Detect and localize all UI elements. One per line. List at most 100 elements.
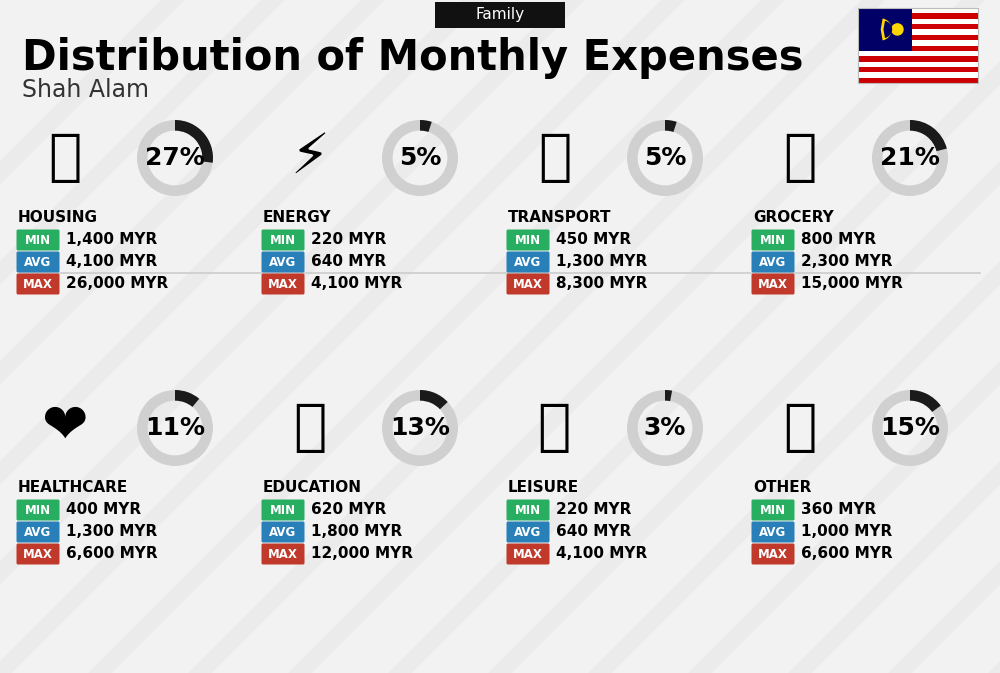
- Text: 4,100 MYR: 4,100 MYR: [66, 254, 157, 269]
- Text: 5%: 5%: [399, 146, 441, 170]
- Wedge shape: [627, 120, 703, 196]
- Text: ENERGY: ENERGY: [263, 211, 332, 225]
- Text: 🎓: 🎓: [293, 401, 327, 455]
- Text: 1,400 MYR: 1,400 MYR: [66, 232, 157, 248]
- FancyBboxPatch shape: [507, 229, 550, 250]
- FancyBboxPatch shape: [262, 522, 304, 542]
- Text: 🏢: 🏢: [48, 131, 82, 185]
- FancyBboxPatch shape: [858, 19, 978, 24]
- Text: 1,300 MYR: 1,300 MYR: [66, 524, 157, 540]
- Wedge shape: [175, 120, 213, 163]
- Wedge shape: [420, 390, 448, 409]
- Text: GROCERY: GROCERY: [753, 211, 834, 225]
- Text: AVG: AVG: [269, 256, 297, 269]
- Text: MIN: MIN: [760, 234, 786, 246]
- Text: Family: Family: [475, 7, 525, 22]
- Text: HEALTHCARE: HEALTHCARE: [18, 481, 128, 495]
- Wedge shape: [420, 120, 432, 132]
- FancyBboxPatch shape: [858, 24, 978, 30]
- Text: TRANSPORT: TRANSPORT: [508, 211, 612, 225]
- FancyBboxPatch shape: [16, 544, 60, 565]
- Text: 6,600 MYR: 6,600 MYR: [801, 546, 893, 561]
- FancyBboxPatch shape: [507, 544, 550, 565]
- FancyBboxPatch shape: [752, 273, 794, 295]
- Text: 620 MYR: 620 MYR: [311, 503, 386, 518]
- Text: AVG: AVG: [269, 526, 297, 538]
- Text: MIN: MIN: [25, 234, 51, 246]
- Text: 220 MYR: 220 MYR: [311, 232, 386, 248]
- Text: MIN: MIN: [270, 234, 296, 246]
- Text: HOUSING: HOUSING: [18, 211, 98, 225]
- Text: MAX: MAX: [23, 277, 53, 291]
- FancyBboxPatch shape: [858, 8, 978, 13]
- Text: 1,000 MYR: 1,000 MYR: [801, 524, 892, 540]
- Wedge shape: [872, 390, 948, 466]
- FancyBboxPatch shape: [752, 252, 794, 273]
- FancyBboxPatch shape: [262, 499, 304, 520]
- Wedge shape: [382, 390, 458, 466]
- Text: 8,300 MYR: 8,300 MYR: [556, 277, 647, 291]
- Text: AVG: AVG: [24, 526, 52, 538]
- Text: AVG: AVG: [514, 526, 542, 538]
- FancyBboxPatch shape: [435, 2, 565, 28]
- Text: MAX: MAX: [268, 548, 298, 561]
- FancyBboxPatch shape: [858, 40, 978, 46]
- Text: 5%: 5%: [644, 146, 686, 170]
- Text: LEISURE: LEISURE: [508, 481, 579, 495]
- Text: 12,000 MYR: 12,000 MYR: [311, 546, 413, 561]
- Text: 11%: 11%: [145, 416, 205, 440]
- Text: AVG: AVG: [24, 256, 52, 269]
- Wedge shape: [910, 390, 941, 412]
- Text: MIN: MIN: [515, 503, 541, 516]
- Text: 1,300 MYR: 1,300 MYR: [556, 254, 647, 269]
- Text: MAX: MAX: [513, 548, 543, 561]
- Text: 21%: 21%: [880, 146, 940, 170]
- Wedge shape: [627, 390, 703, 466]
- Text: 4,100 MYR: 4,100 MYR: [311, 277, 402, 291]
- FancyBboxPatch shape: [16, 252, 60, 273]
- Text: 🛒: 🛒: [783, 131, 817, 185]
- FancyBboxPatch shape: [507, 522, 550, 542]
- Wedge shape: [910, 120, 947, 151]
- Text: MAX: MAX: [23, 548, 53, 561]
- FancyBboxPatch shape: [858, 51, 978, 57]
- FancyBboxPatch shape: [507, 252, 550, 273]
- Text: 800 MYR: 800 MYR: [801, 232, 876, 248]
- Text: MIN: MIN: [760, 503, 786, 516]
- FancyBboxPatch shape: [262, 252, 304, 273]
- Text: 2,300 MYR: 2,300 MYR: [801, 254, 893, 269]
- Text: 27%: 27%: [145, 146, 205, 170]
- Wedge shape: [665, 390, 672, 401]
- FancyBboxPatch shape: [752, 229, 794, 250]
- FancyBboxPatch shape: [752, 522, 794, 542]
- Text: 13%: 13%: [390, 416, 450, 440]
- FancyBboxPatch shape: [858, 13, 978, 19]
- Text: MIN: MIN: [25, 503, 51, 516]
- FancyBboxPatch shape: [752, 499, 794, 520]
- FancyBboxPatch shape: [507, 499, 550, 520]
- FancyBboxPatch shape: [262, 273, 304, 295]
- Text: ❤️: ❤️: [42, 401, 88, 455]
- Wedge shape: [665, 120, 677, 132]
- FancyBboxPatch shape: [858, 77, 978, 83]
- Circle shape: [892, 24, 903, 35]
- Wedge shape: [137, 390, 213, 466]
- Text: Distribution of Monthly Expenses: Distribution of Monthly Expenses: [22, 37, 804, 79]
- FancyBboxPatch shape: [858, 30, 978, 35]
- Text: 4,100 MYR: 4,100 MYR: [556, 546, 647, 561]
- Text: 🛍️: 🛍️: [538, 401, 572, 455]
- FancyBboxPatch shape: [262, 544, 304, 565]
- Text: 15%: 15%: [880, 416, 940, 440]
- FancyBboxPatch shape: [16, 229, 60, 250]
- Text: Shah Alam: Shah Alam: [22, 78, 149, 102]
- Text: MAX: MAX: [513, 277, 543, 291]
- FancyBboxPatch shape: [507, 273, 550, 295]
- Text: MAX: MAX: [758, 548, 788, 561]
- Text: 👛: 👛: [783, 401, 817, 455]
- Text: 1,800 MYR: 1,800 MYR: [311, 524, 402, 540]
- Text: MIN: MIN: [270, 503, 296, 516]
- Text: 360 MYR: 360 MYR: [801, 503, 876, 518]
- Text: 6,600 MYR: 6,600 MYR: [66, 546, 158, 561]
- Text: 15,000 MYR: 15,000 MYR: [801, 277, 903, 291]
- Wedge shape: [872, 120, 948, 196]
